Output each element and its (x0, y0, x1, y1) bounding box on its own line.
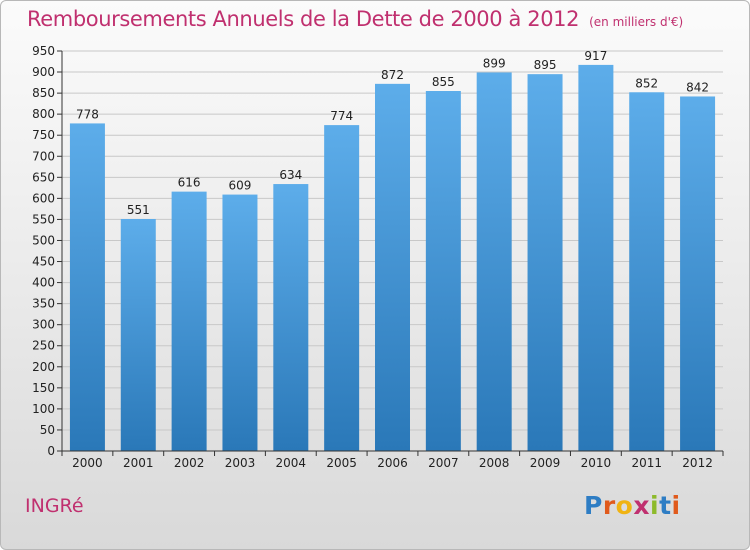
chart-title: Remboursements Annuels de la Dette de 20… (27, 7, 683, 31)
x-tick-label: 2005 (326, 456, 357, 470)
x-tick-label: 2008 (479, 456, 510, 470)
value-label: 855 (432, 75, 455, 89)
y-tick-label: 0 (47, 444, 55, 458)
x-tick-label: 2003 (225, 456, 256, 470)
y-tick-label: 200 (32, 360, 55, 374)
value-label: 852 (635, 76, 658, 90)
x-tick-label: 2001 (123, 456, 154, 470)
y-tick-label: 850 (32, 86, 55, 100)
value-label: 774 (330, 109, 353, 123)
bar (375, 83, 410, 451)
y-tick-label: 400 (32, 276, 55, 290)
x-tick-label: 2010 (581, 456, 612, 470)
y-tick-label: 150 (32, 381, 55, 395)
value-label: 778 (76, 107, 99, 121)
x-tick-label: 2006 (377, 456, 408, 470)
value-label: 899 (483, 56, 506, 70)
bar (476, 72, 512, 451)
value-labels: 778 551 616 609 634 774 872 855 899 895 917 852 842 (76, 49, 709, 217)
y-tick-label: 700 (32, 149, 55, 163)
x-tick-label: 2009 (530, 456, 561, 470)
y-axis-ticks: 0 50 100 150 200 250 300 350 400 450 500 550 600 650 7… (32, 44, 62, 458)
bar (222, 194, 258, 451)
x-tick-label: 2004 (276, 456, 307, 470)
y-tick-label: 950 (32, 44, 55, 58)
value-label: 872 (381, 68, 404, 82)
y-tick-label: 450 (32, 255, 55, 269)
x-tick-label: 2000 (72, 456, 103, 470)
y-tick-label: 100 (32, 402, 55, 416)
y-tick-label: 600 (32, 191, 55, 205)
bar (680, 96, 716, 451)
value-label: 634 (279, 168, 302, 182)
x-tick-label: 2007 (428, 456, 459, 470)
y-tick-label: 350 (32, 297, 55, 311)
x-tick-label: 2002 (174, 456, 205, 470)
bar (425, 91, 461, 451)
x-axis-ticks: 2000 2001 2002 2003 2004 2005 2006 2007 2008 2009… (61, 451, 724, 470)
chart-title-main: Remboursements Annuels de la Dette de 20… (27, 7, 580, 31)
value-label: 917 (584, 49, 607, 63)
y-tick-label: 500 (32, 233, 55, 247)
proxiti-logo: Proxiti (584, 491, 681, 520)
chart-title-unit: (en milliers d'€) (589, 15, 684, 29)
logo-letter: o (615, 491, 634, 520)
y-tick-label: 550 (32, 212, 55, 226)
bar (629, 92, 665, 452)
logo-letter: i (650, 491, 660, 520)
logo-letter: x (633, 491, 650, 520)
value-label: 842 (686, 80, 709, 94)
logo-letter: P (584, 491, 603, 520)
logo-letter: r (602, 491, 616, 520)
y-tick-label: 300 (32, 318, 55, 332)
place-name: INGRé (25, 495, 84, 517)
value-label: 609 (229, 179, 252, 193)
bar (527, 74, 563, 451)
bar (120, 219, 156, 451)
logo-letter: i (671, 491, 681, 520)
bar (273, 184, 309, 452)
y-tick-label: 50 (40, 423, 55, 437)
y-tick-label: 250 (32, 339, 55, 353)
axes (61, 51, 723, 452)
bar (69, 123, 105, 451)
y-tick-label: 750 (32, 128, 55, 142)
y-tick-label: 900 (32, 65, 55, 79)
bars (69, 64, 716, 452)
value-label: 616 (178, 176, 201, 190)
value-label: 551 (127, 203, 150, 217)
x-tick-label: 2012 (682, 456, 713, 470)
x-tick-label: 2011 (631, 456, 662, 470)
bar (171, 191, 207, 451)
bar (578, 64, 614, 451)
logo-letter: t (659, 491, 672, 520)
bar (324, 125, 360, 452)
y-tick-label: 650 (32, 170, 55, 184)
value-label: 895 (534, 58, 557, 72)
y-tick-label: 800 (32, 107, 55, 121)
